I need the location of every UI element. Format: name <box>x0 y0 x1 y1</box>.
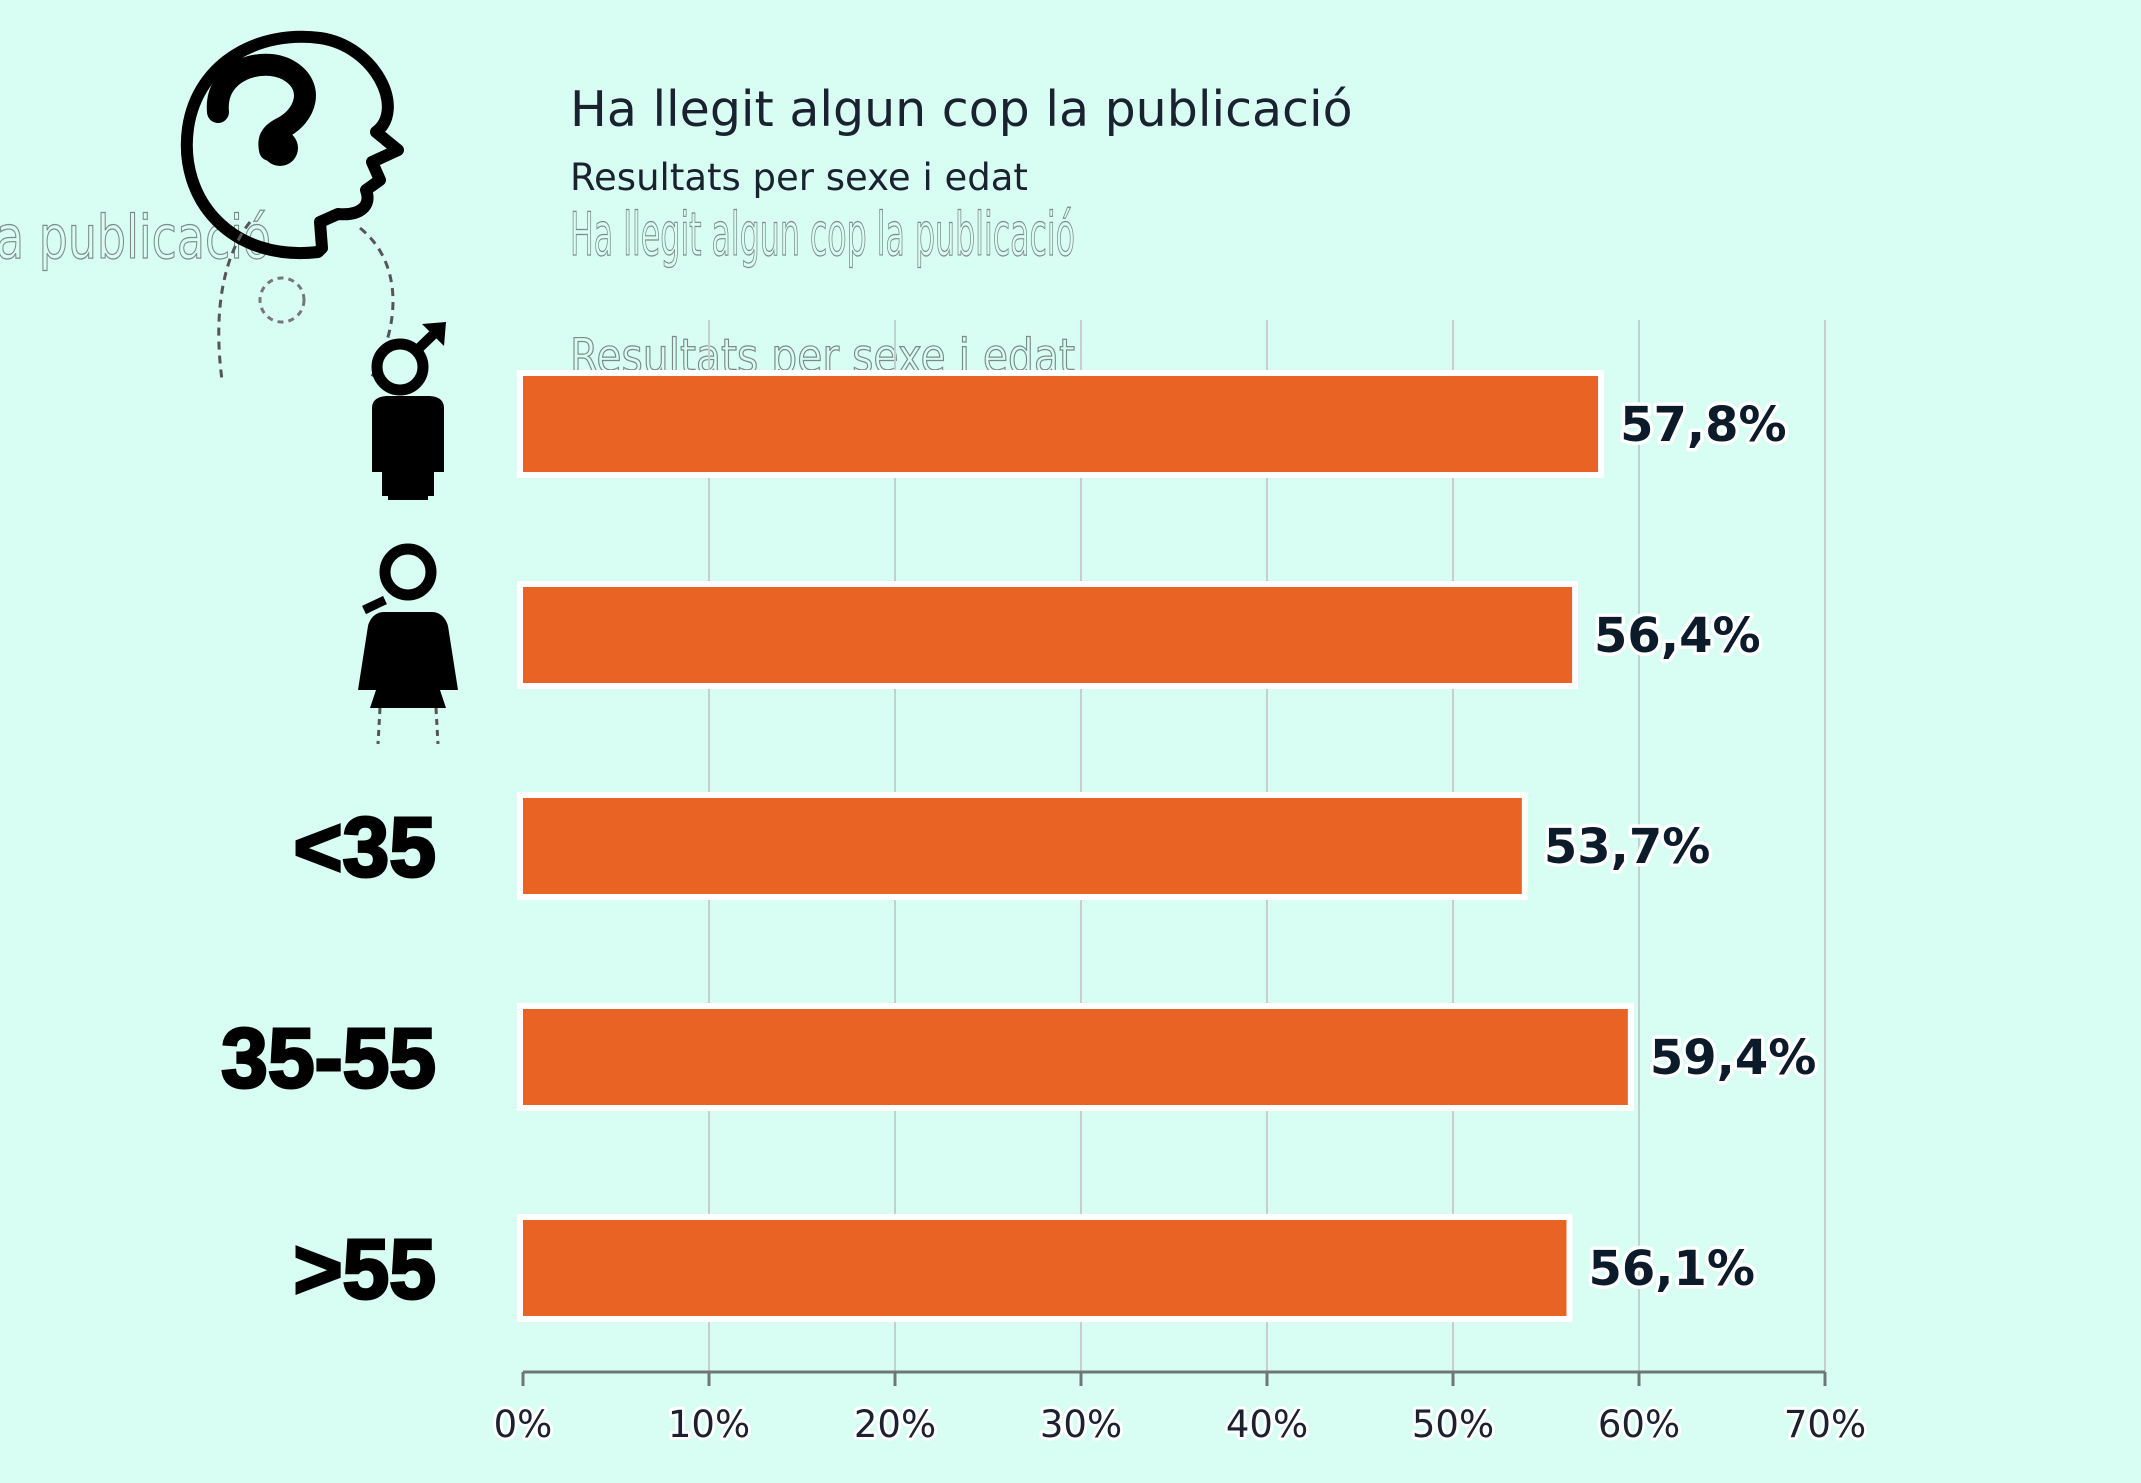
bar <box>523 1220 1567 1316</box>
bars <box>517 370 1634 1322</box>
chart-subtitle: Resultats per sexe i edat <box>570 156 1028 199</box>
value-label: 57,8% <box>1620 397 1787 453</box>
value-label: 56,1% <box>1588 1241 1755 1297</box>
category-label: <35 <box>294 800 437 894</box>
x-tick-label: 10% <box>668 1403 750 1446</box>
bar <box>523 1009 1628 1105</box>
bar <box>523 798 1522 894</box>
value-label: 59,4% <box>1650 1030 1817 1086</box>
ghost-left-text: a publicació <box>0 203 271 273</box>
value-labels: 57,8% 56,4% 53,7% 59,4% 56,1% <box>1540 394 1820 1301</box>
ghost-text-group: Ha llegit algun cop la publicació Result… <box>0 199 1076 385</box>
x-tick-label: 0% <box>494 1403 553 1446</box>
ghost-title: Ha llegit algun cop la publicació <box>570 200 1075 270</box>
female-icon: ♀ <box>358 543 458 745</box>
category-label: >55 <box>294 1222 437 1316</box>
x-tick-label: 30% <box>1040 1403 1122 1446</box>
x-axis: 0% 10% 20% 30% 40% 50% 60% 70% <box>491 1370 1869 1449</box>
value-label: 53,7% <box>1544 819 1711 875</box>
bar <box>523 376 1599 472</box>
category-labels: ♂ ♀ <35 35-55 >55 <box>220 322 458 1318</box>
bar <box>523 587 1573 683</box>
value-label: 56,4% <box>1594 608 1761 664</box>
x-tick-label: 70% <box>1784 1403 1866 1446</box>
chart-title: Ha llegit algun cop la publicació <box>570 81 1353 138</box>
x-tick-label: 50% <box>1412 1403 1494 1446</box>
category-label: 35-55 <box>221 1011 436 1105</box>
x-tick-label: 40% <box>1226 1403 1308 1446</box>
male-icon: ♂ <box>371 322 446 500</box>
x-tick-label: 60% <box>1598 1403 1680 1446</box>
x-tick-label: 20% <box>854 1403 936 1446</box>
